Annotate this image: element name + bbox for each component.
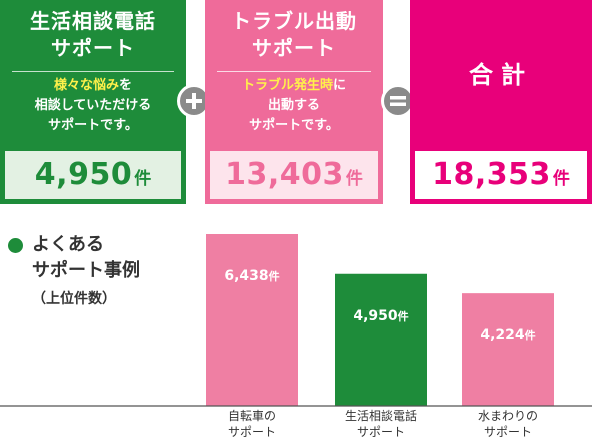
panel-b-header: トラブル出動 サポート: [205, 0, 383, 70]
panel-b-desc-line3: サポートです。: [249, 118, 339, 133]
panel-a-title-line1: 生活相談電話: [30, 9, 156, 33]
panel-c-count-value: 18,353: [432, 157, 551, 192]
bars-layer: 6,438件 4,950件 4,224件: [206, 234, 554, 406]
bar-2: [462, 293, 554, 406]
panel-life-consultation: 生活相談電話 サポート 様々な悩みを 相談していただける サポートです。 4,9…: [0, 0, 186, 204]
panel-a-desc-line1-rest: を: [119, 78, 133, 93]
panel-trouble-dispatch: トラブル出動 サポート トラブル発生時に 出動する サポートです。 13,403…: [205, 0, 383, 204]
bar-value-label-0: 6,438件: [224, 268, 279, 284]
panel-a-count-unit: 件: [134, 169, 152, 189]
panel-total: 合計 18,353 件: [410, 0, 592, 204]
x-label-2-line-0: 水まわりの: [478, 409, 538, 423]
bar-value-label-1: 4,950件: [353, 308, 408, 324]
panel-b-title-line2: サポート: [252, 36, 336, 60]
panel-a-desc-line2: 相談していただける: [34, 98, 152, 113]
panel-a-title-line2: サポート: [51, 36, 135, 60]
x-label-1-line-0: 生活相談電話: [345, 408, 417, 423]
panel-b-divider: [217, 71, 371, 72]
equals-icon-glyph: [390, 96, 406, 106]
plus-icon-glyph: [186, 93, 202, 109]
panel-b-description: トラブル発生時に 出動する サポートです。: [205, 76, 383, 136]
bar-0: [206, 234, 298, 406]
chart-heading-line2: サポート事例: [32, 260, 140, 281]
panel-a-header: 生活相談電話 サポート: [0, 0, 186, 70]
heading-bullet-icon: [8, 238, 23, 253]
panel-c-count: 18,353 件: [415, 151, 587, 199]
chart-heading-line1: よくある: [32, 234, 104, 255]
panel-a-desc-line3: サポートです。: [48, 118, 138, 133]
chart-heading: よくある サポート事例: [32, 232, 140, 284]
panel-a-count: 4,950 件: [5, 151, 181, 199]
panel-a-desc-highlight: 様々な悩み: [53, 78, 119, 93]
bar-1: [335, 273, 427, 406]
x-label-2-line-1: サポート: [484, 425, 532, 439]
panel-c-title: 合計: [469, 60, 533, 89]
panel-a-count-value: 4,950: [34, 157, 133, 192]
panel-c-count-unit: 件: [552, 169, 570, 189]
panel-c-header: 合計: [410, 0, 592, 150]
x-label-0-line-1: サポート: [228, 425, 276, 439]
chart-subheading: （上位件数）: [32, 291, 116, 307]
panel-b-count-value: 13,403: [225, 157, 344, 192]
panel-b-desc-line2: 出動する: [267, 98, 320, 113]
x-label-1-line-1: サポート: [357, 425, 405, 439]
panel-a-description: 様々な悩みを 相談していただける サポートです。: [0, 76, 186, 136]
panel-b-count-unit: 件: [345, 169, 363, 189]
panel-b-desc-highlight: トラブル発生時: [241, 78, 333, 93]
bar-value-label-2: 4,224件: [480, 327, 535, 343]
panel-b-desc-line1-rest: に: [333, 78, 347, 93]
x-label-0-line-0: 自転車の: [228, 409, 276, 423]
panel-a-divider: [12, 71, 174, 72]
panel-b-count: 13,403 件: [210, 151, 378, 199]
panel-b-title-line1: トラブル出動: [231, 9, 357, 33]
